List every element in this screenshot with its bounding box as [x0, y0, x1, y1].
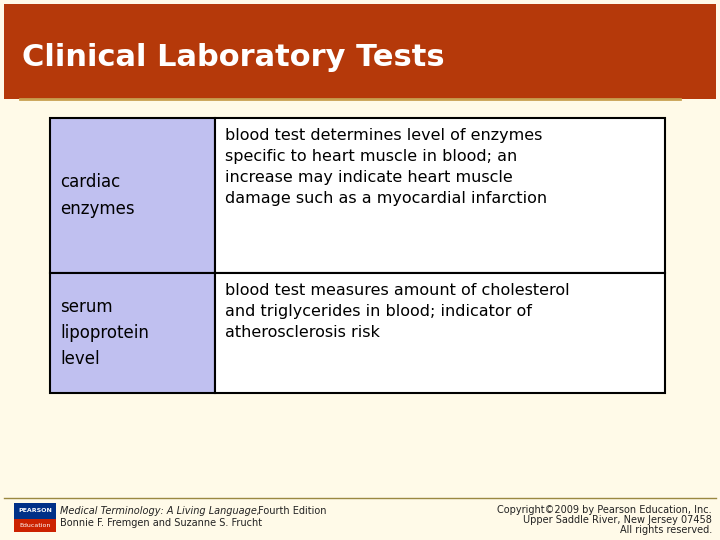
Bar — [215, 118, 665, 273]
Text: cardiac
enzymes: cardiac enzymes — [60, 173, 135, 218]
Bar — [14, 503, 56, 519]
Bar — [4, 4, 716, 99]
Text: Copyright©2009 by Pearson Education, Inc.: Copyright©2009 by Pearson Education, Inc… — [498, 505, 712, 515]
Text: serum
lipoprotein
level: serum lipoprotein level — [60, 298, 149, 368]
Text: Upper Saddle River, New Jersey 07458: Upper Saddle River, New Jersey 07458 — [523, 515, 712, 525]
Text: Education: Education — [19, 523, 50, 528]
Text: blood test measures amount of cholesterol
and triglycerides in blood; indicator : blood test measures amount of cholestero… — [225, 283, 570, 340]
Text: Clinical Laboratory Tests: Clinical Laboratory Tests — [22, 44, 445, 72]
Bar — [50, 273, 215, 393]
Text: blood test determines level of enzymes
specific to heart muscle in blood; an
inc: blood test determines level of enzymes s… — [225, 128, 547, 206]
Bar — [215, 273, 665, 393]
Text: Medical Terminology: A Living Language,: Medical Terminology: A Living Language, — [60, 506, 260, 516]
Text: All rights reserved.: All rights reserved. — [620, 525, 712, 535]
Bar — [14, 519, 56, 532]
Text: Bonnie F. Fremgen and Suzanne S. Frucht: Bonnie F. Fremgen and Suzanne S. Frucht — [60, 518, 262, 528]
Bar — [50, 118, 215, 273]
Text: PEARSON: PEARSON — [18, 509, 52, 514]
Text: Fourth Edition: Fourth Edition — [255, 506, 326, 516]
